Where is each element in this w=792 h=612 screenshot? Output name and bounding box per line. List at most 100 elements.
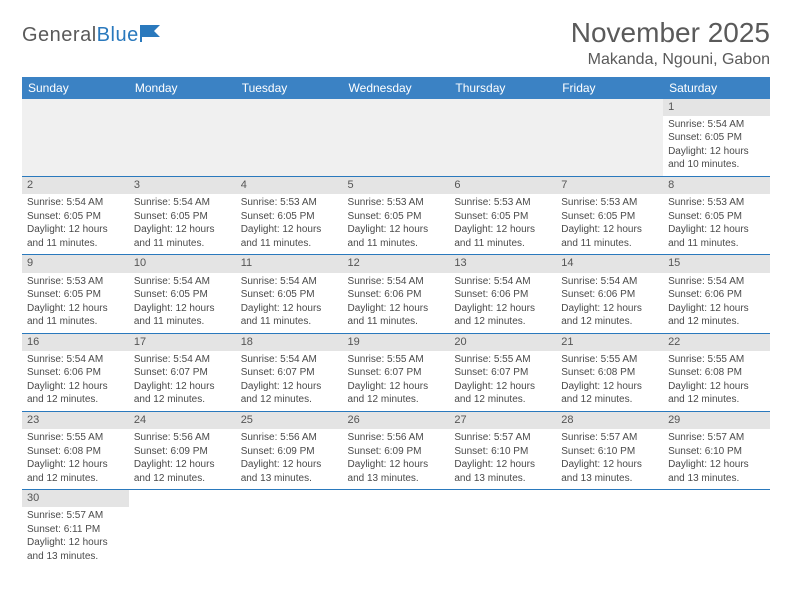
day-body: Sunrise: 5:54 AMSunset: 6:06 PMDaylight:…: [663, 273, 770, 333]
day-body: Sunrise: 5:57 AMSunset: 6:10 PMDaylight:…: [556, 429, 663, 489]
day-number: 7: [556, 177, 663, 194]
day-body: Sunrise: 5:53 AMSunset: 6:05 PMDaylight:…: [236, 194, 343, 254]
day-body: Sunrise: 5:55 AMSunset: 6:07 PMDaylight:…: [343, 351, 450, 411]
calendar-cell: 9Sunrise: 5:53 AMSunset: 6:05 PMDaylight…: [22, 255, 129, 333]
day-body: Sunrise: 5:57 AMSunset: 6:10 PMDaylight:…: [663, 429, 770, 489]
day-body: Sunrise: 5:54 AMSunset: 6:05 PMDaylight:…: [129, 273, 236, 333]
calendar-cell: 16Sunrise: 5:54 AMSunset: 6:06 PMDayligh…: [22, 333, 129, 411]
calendar-cell: 12Sunrise: 5:54 AMSunset: 6:06 PMDayligh…: [343, 255, 450, 333]
day-body: Sunrise: 5:53 AMSunset: 6:05 PMDaylight:…: [343, 194, 450, 254]
title-block: November 2025 Makanda, Ngouni, Gabon: [571, 18, 770, 69]
weekday-header: Thursday: [449, 77, 556, 99]
day-number: 18: [236, 334, 343, 351]
day-number: 29: [663, 412, 770, 429]
day-body: Sunrise: 5:55 AMSunset: 6:08 PMDaylight:…: [663, 351, 770, 411]
calendar-cell: 30Sunrise: 5:57 AMSunset: 6:11 PMDayligh…: [22, 490, 129, 568]
calendar-row: 16Sunrise: 5:54 AMSunset: 6:06 PMDayligh…: [22, 333, 770, 411]
day-number: 8: [663, 177, 770, 194]
day-body: Sunrise: 5:54 AMSunset: 6:05 PMDaylight:…: [236, 273, 343, 333]
day-number: 9: [22, 255, 129, 272]
weekday-header: Tuesday: [236, 77, 343, 99]
day-body: Sunrise: 5:55 AMSunset: 6:08 PMDaylight:…: [22, 429, 129, 489]
calendar-cell: [556, 99, 663, 177]
calendar-cell: 14Sunrise: 5:54 AMSunset: 6:06 PMDayligh…: [556, 255, 663, 333]
calendar-cell: 24Sunrise: 5:56 AMSunset: 6:09 PMDayligh…: [129, 411, 236, 489]
day-body: Sunrise: 5:54 AMSunset: 6:07 PMDaylight:…: [236, 351, 343, 411]
calendar-cell: [129, 490, 236, 568]
day-number: 20: [449, 334, 556, 351]
day-body: Sunrise: 5:55 AMSunset: 6:07 PMDaylight:…: [449, 351, 556, 411]
day-number: 2: [22, 177, 129, 194]
day-number: 6: [449, 177, 556, 194]
day-number: 17: [129, 334, 236, 351]
calendar-cell: [22, 99, 129, 177]
calendar-cell: [449, 99, 556, 177]
calendar-cell: 23Sunrise: 5:55 AMSunset: 6:08 PMDayligh…: [22, 411, 129, 489]
calendar-cell: 13Sunrise: 5:54 AMSunset: 6:06 PMDayligh…: [449, 255, 556, 333]
day-body: Sunrise: 5:54 AMSunset: 6:06 PMDaylight:…: [22, 351, 129, 411]
calendar-cell: 25Sunrise: 5:56 AMSunset: 6:09 PMDayligh…: [236, 411, 343, 489]
weekday-header: Sunday: [22, 77, 129, 99]
day-number: 4: [236, 177, 343, 194]
day-body: Sunrise: 5:53 AMSunset: 6:05 PMDaylight:…: [22, 273, 129, 333]
day-number: 27: [449, 412, 556, 429]
day-number: 5: [343, 177, 450, 194]
calendar-row: 9Sunrise: 5:53 AMSunset: 6:05 PMDaylight…: [22, 255, 770, 333]
day-number: 19: [343, 334, 450, 351]
calendar-cell: 6Sunrise: 5:53 AMSunset: 6:05 PMDaylight…: [449, 177, 556, 255]
calendar-cell: 7Sunrise: 5:53 AMSunset: 6:05 PMDaylight…: [556, 177, 663, 255]
header: GeneralBlue November 2025 Makanda, Ngoun…: [22, 18, 770, 69]
day-number: 22: [663, 334, 770, 351]
logo-text: GeneralBlue: [22, 24, 139, 47]
calendar-cell: 3Sunrise: 5:54 AMSunset: 6:05 PMDaylight…: [129, 177, 236, 255]
day-number: 25: [236, 412, 343, 429]
calendar-row: 30Sunrise: 5:57 AMSunset: 6:11 PMDayligh…: [22, 490, 770, 568]
calendar-cell: 2Sunrise: 5:54 AMSunset: 6:05 PMDaylight…: [22, 177, 129, 255]
calendar-cell: 20Sunrise: 5:55 AMSunset: 6:07 PMDayligh…: [449, 333, 556, 411]
weekday-header: Friday: [556, 77, 663, 99]
calendar-cell: 26Sunrise: 5:56 AMSunset: 6:09 PMDayligh…: [343, 411, 450, 489]
day-body: Sunrise: 5:56 AMSunset: 6:09 PMDaylight:…: [236, 429, 343, 489]
location: Makanda, Ngouni, Gabon: [571, 51, 770, 69]
month-title: November 2025: [571, 18, 770, 49]
calendar-cell: 22Sunrise: 5:55 AMSunset: 6:08 PMDayligh…: [663, 333, 770, 411]
calendar-row: 23Sunrise: 5:55 AMSunset: 6:08 PMDayligh…: [22, 411, 770, 489]
day-body: Sunrise: 5:55 AMSunset: 6:08 PMDaylight:…: [556, 351, 663, 411]
calendar-cell: [556, 490, 663, 568]
calendar-cell: 5Sunrise: 5:53 AMSunset: 6:05 PMDaylight…: [343, 177, 450, 255]
calendar-cell: 10Sunrise: 5:54 AMSunset: 6:05 PMDayligh…: [129, 255, 236, 333]
day-body: Sunrise: 5:57 AMSunset: 6:10 PMDaylight:…: [449, 429, 556, 489]
day-number: 11: [236, 255, 343, 272]
weekday-header: Monday: [129, 77, 236, 99]
day-number: 3: [129, 177, 236, 194]
day-body: Sunrise: 5:54 AMSunset: 6:05 PMDaylight:…: [129, 194, 236, 254]
calendar-cell: 29Sunrise: 5:57 AMSunset: 6:10 PMDayligh…: [663, 411, 770, 489]
weekday-header: Wednesday: [343, 77, 450, 99]
day-body: Sunrise: 5:53 AMSunset: 6:05 PMDaylight:…: [556, 194, 663, 254]
calendar-cell: 19Sunrise: 5:55 AMSunset: 6:07 PMDayligh…: [343, 333, 450, 411]
calendar-cell: 15Sunrise: 5:54 AMSunset: 6:06 PMDayligh…: [663, 255, 770, 333]
day-number: 21: [556, 334, 663, 351]
day-body: Sunrise: 5:56 AMSunset: 6:09 PMDaylight:…: [129, 429, 236, 489]
day-number: 10: [129, 255, 236, 272]
calendar-row: 1Sunrise: 5:54 AMSunset: 6:05 PMDaylight…: [22, 99, 770, 177]
day-body: Sunrise: 5:57 AMSunset: 6:11 PMDaylight:…: [22, 507, 129, 567]
day-body: Sunrise: 5:54 AMSunset: 6:05 PMDaylight:…: [663, 116, 770, 176]
day-number: 30: [22, 490, 129, 507]
day-body: Sunrise: 5:54 AMSunset: 6:06 PMDaylight:…: [449, 273, 556, 333]
weekday-row: SundayMondayTuesdayWednesdayThursdayFrid…: [22, 77, 770, 99]
calendar-body: 1Sunrise: 5:54 AMSunset: 6:05 PMDaylight…: [22, 99, 770, 568]
calendar-cell: 1Sunrise: 5:54 AMSunset: 6:05 PMDaylight…: [663, 99, 770, 177]
calendar-cell: 18Sunrise: 5:54 AMSunset: 6:07 PMDayligh…: [236, 333, 343, 411]
day-body: Sunrise: 5:54 AMSunset: 6:07 PMDaylight:…: [129, 351, 236, 411]
day-number: 24: [129, 412, 236, 429]
day-number: 26: [343, 412, 450, 429]
calendar-cell: 21Sunrise: 5:55 AMSunset: 6:08 PMDayligh…: [556, 333, 663, 411]
day-number: 13: [449, 255, 556, 272]
day-number: 14: [556, 255, 663, 272]
day-body: Sunrise: 5:54 AMSunset: 6:06 PMDaylight:…: [556, 273, 663, 333]
calendar-row: 2Sunrise: 5:54 AMSunset: 6:05 PMDaylight…: [22, 177, 770, 255]
flag-icon: [140, 23, 164, 43]
day-number: 1: [663, 99, 770, 116]
calendar-cell: 28Sunrise: 5:57 AMSunset: 6:10 PMDayligh…: [556, 411, 663, 489]
